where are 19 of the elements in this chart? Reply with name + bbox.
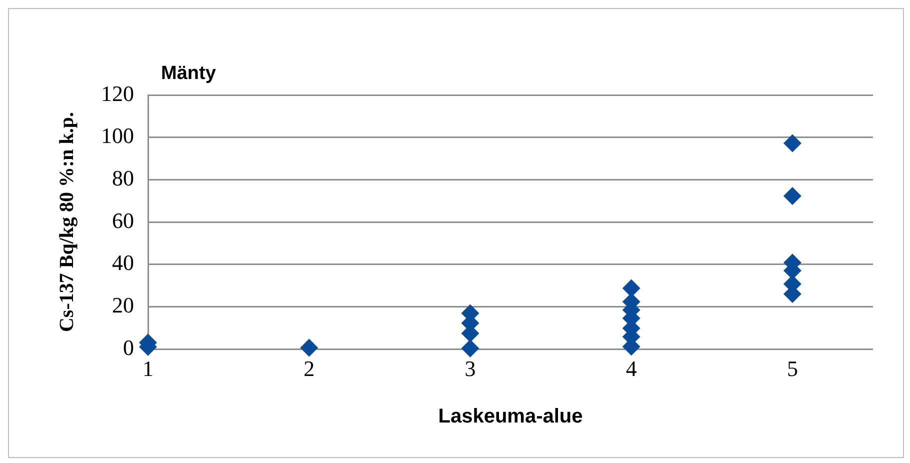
y-tick-label: 100 [101, 123, 134, 148]
chart-title: Mänty [161, 63, 216, 84]
y-tick-label: 120 [101, 80, 134, 106]
y-axis-title: Cs-137 Bq/kg 80 %:n k.p. [56, 112, 78, 332]
y-tick-label: 60 [112, 208, 134, 233]
point [461, 339, 480, 358]
y-tick-label: 40 [112, 250, 134, 276]
point [783, 134, 802, 152]
point [783, 186, 802, 205]
y-tick-label: 20 [112, 292, 134, 318]
x-tick-label: 5 [786, 356, 798, 381]
x-tick-label: 4 [626, 356, 637, 381]
x-tick-label: 1 [142, 356, 154, 381]
x-axis-title: Laskeuma-alue [438, 406, 583, 428]
y-tick-label: 80 [112, 165, 134, 190]
y-tick-label: 0 [123, 334, 134, 360]
x-tick-label: 3 [464, 356, 476, 381]
x-tick-label: 2 [304, 356, 315, 381]
point [300, 338, 318, 357]
